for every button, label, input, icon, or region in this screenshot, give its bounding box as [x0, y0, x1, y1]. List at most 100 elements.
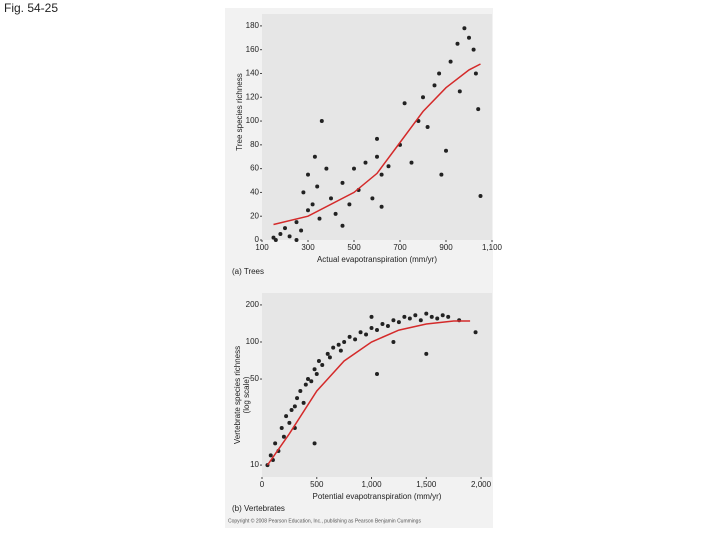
data-point	[407, 316, 412, 321]
data-point	[435, 316, 440, 321]
x-tick-label: 900	[439, 243, 453, 252]
data-point	[478, 193, 483, 198]
y-tick-label: 200	[246, 300, 260, 309]
y-tick-label: 100	[246, 116, 260, 125]
data-point	[306, 377, 310, 382]
data-point	[391, 318, 396, 323]
data-point	[424, 311, 429, 316]
panel-label: (b) Vertebrates	[232, 504, 285, 513]
data-point	[425, 125, 430, 129]
data-point	[299, 228, 304, 233]
data-point	[413, 313, 418, 318]
data-point	[329, 196, 333, 201]
x-tick-label: 500	[347, 243, 361, 252]
data-point	[363, 160, 368, 165]
x-tick-label: 1,500	[416, 480, 437, 489]
data-point	[473, 330, 478, 335]
data-point	[375, 154, 379, 159]
data-point	[287, 420, 292, 425]
data-point	[380, 321, 385, 326]
y-tick-label: 0	[255, 235, 260, 244]
y-tick-label: 50	[250, 374, 259, 383]
data-point	[295, 396, 300, 401]
data-point	[273, 441, 278, 446]
data-point	[375, 136, 379, 141]
data-point	[402, 314, 407, 319]
data-point	[315, 184, 320, 189]
data-point	[312, 441, 317, 446]
y-tick-label: 40	[250, 188, 259, 197]
data-point	[298, 388, 303, 393]
data-point	[325, 351, 330, 356]
data-point	[462, 26, 467, 31]
data-point	[301, 400, 306, 405]
data-point	[342, 339, 347, 344]
data-point	[340, 180, 345, 185]
data-point	[338, 348, 343, 353]
y-tick-label: 120	[246, 92, 260, 101]
data-point	[312, 154, 317, 159]
data-point	[309, 379, 314, 384]
data-point	[386, 164, 391, 169]
data-point	[347, 334, 352, 339]
figure-label: Fig. 54-25	[4, 1, 58, 15]
y-axis-label: (log scale)	[242, 376, 251, 413]
data-point	[352, 166, 356, 171]
data-point	[455, 41, 460, 46]
data-point	[279, 426, 284, 431]
data-point	[287, 234, 292, 239]
data-point	[306, 172, 310, 177]
data-point	[292, 404, 297, 409]
data-point	[385, 323, 390, 328]
y-tick-label: 80	[250, 140, 259, 149]
y-tick-label: 100	[246, 337, 260, 346]
data-point	[444, 148, 448, 153]
y-tick-label: 140	[246, 69, 260, 78]
data-point	[409, 160, 414, 165]
data-point	[369, 325, 374, 330]
x-axis-label: Actual evapotranspiration (mm/yr)	[317, 255, 437, 264]
data-point	[327, 355, 332, 360]
y-tick-label: 20	[250, 211, 259, 220]
data-point	[476, 107, 481, 112]
x-tick-label: 1,000	[362, 480, 383, 489]
fit-curve	[266, 320, 471, 466]
data-point	[418, 318, 423, 323]
data-point	[379, 204, 384, 209]
data-point	[340, 223, 345, 228]
data-point	[446, 314, 451, 319]
data-point	[294, 220, 299, 225]
data-point	[437, 71, 442, 76]
plot-area	[262, 14, 492, 240]
data-point	[347, 202, 352, 207]
data-point	[320, 363, 325, 368]
data-point	[457, 89, 462, 94]
data-point	[370, 196, 375, 201]
data-point	[278, 232, 283, 237]
data-point	[317, 216, 322, 221]
data-point	[314, 371, 319, 376]
x-tick-label: 500	[310, 480, 324, 489]
x-tick-label: 2,000	[471, 480, 492, 489]
data-point	[289, 408, 294, 413]
data-point	[284, 414, 289, 419]
scatter-layer	[271, 26, 483, 242]
x-tick-label: 300	[301, 243, 315, 252]
data-point	[358, 330, 363, 335]
data-point	[273, 238, 278, 242]
data-point	[333, 211, 338, 216]
data-point	[439, 172, 444, 177]
data-point	[336, 342, 341, 347]
copyright: Copyright © 2008 Pearson Education, Inc.…	[228, 517, 421, 524]
data-point	[467, 35, 471, 40]
data-point	[429, 314, 434, 319]
data-point	[306, 208, 310, 213]
data-point	[294, 238, 299, 242]
x-axis-label: Potential evapotranspiration (mm/yr)	[313, 492, 442, 501]
data-point	[364, 332, 369, 337]
data-point	[471, 47, 476, 52]
data-point	[319, 119, 324, 124]
data-point	[301, 190, 306, 195]
data-point	[316, 359, 321, 364]
